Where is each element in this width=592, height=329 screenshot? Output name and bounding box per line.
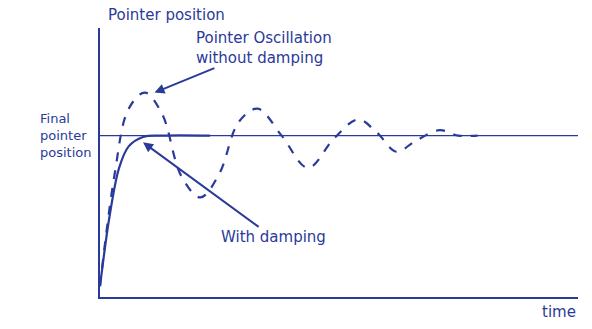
svg-text:time: time <box>542 303 576 321</box>
svg-text:Finalpointerposition: Finalpointerposition <box>40 111 92 160</box>
svg-text:With damping: With damping <box>221 228 326 246</box>
svg-text:Pointer position: Pointer position <box>108 6 225 24</box>
svg-text:Pointer Oscillationwithout dam: Pointer Oscillationwithout damping <box>196 29 332 67</box>
